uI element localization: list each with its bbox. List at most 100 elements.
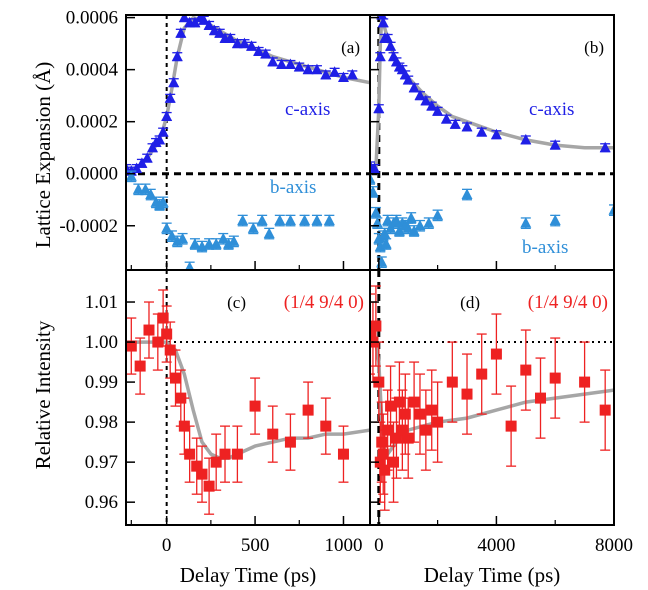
data-point [311,214,323,226]
panel-letter: (c) [227,293,246,312]
x-tick-label: 8000 [595,535,633,556]
data-point [284,436,296,448]
data-point [370,206,382,218]
plot-area [126,15,370,270]
data-point [231,448,243,460]
data-point [490,128,502,140]
data-point [579,376,591,388]
data-point [249,400,261,412]
data-point [152,336,164,348]
x-tick-label: 0 [374,535,384,556]
data-point [535,392,547,404]
data-point [399,408,411,420]
data-point [380,237,392,249]
panel-b: (b) c-axis b-axis [369,14,615,271]
y-axis-title-intensity: Relative Intensity [31,320,55,469]
data-point [549,372,561,384]
data-point [382,32,394,43]
data-point [145,188,157,200]
data-point [231,37,243,49]
data-point [228,235,240,246]
y-tick-label: 0.98 [85,412,118,433]
data-point [440,113,452,124]
data-point [302,404,314,416]
fit-curve [370,17,614,176]
data-point [196,468,208,480]
y-tick-label: 0.0000 [66,164,118,185]
data-point [320,68,332,80]
data-point [157,196,169,207]
reflection-label: (1/4 9/4 0) [528,292,608,313]
y-tick-label: -0.0002 [59,216,118,237]
data-point [370,320,382,332]
y-tick-label: 0.99 [85,372,118,393]
data-point [161,110,173,121]
data-point [408,396,420,408]
data-point [402,74,414,85]
data-point [189,237,201,249]
data-point [414,219,426,231]
data-point [253,45,265,56]
data-point [126,170,137,181]
data-point [256,214,268,226]
data-point [370,162,380,174]
data-point [203,237,215,249]
y-tick-label: 0.0002 [66,112,118,133]
data-point [267,428,279,440]
c-axis-label: c-axis [285,99,330,120]
data-point [505,420,517,432]
data-point [139,183,151,194]
data-point [185,261,195,270]
data-point [170,372,182,384]
panel-letter: (d) [460,293,480,312]
data-point [423,217,435,228]
x-tick-label: 500 [241,535,270,556]
x-tick-label: 4000 [477,535,515,556]
plot-area [126,270,370,525]
panels-group: 0.0006 0.0004 0.0002 0.0000 -0.0002 (a) c-axis… [59,8,633,556]
data-point [260,48,272,59]
data-point [284,214,296,226]
data-point [405,211,417,223]
data-point [608,204,614,215]
data-point [490,348,502,360]
x-axis-title-right: Delay Time (ps) [424,563,561,587]
data-point [432,105,444,116]
data-point [393,396,405,408]
b-axis-label: b-axis [270,177,316,198]
data-point [175,27,187,38]
data-point [274,214,286,226]
panel-letter: (a) [341,38,360,57]
data-point [370,172,376,184]
data-point [476,368,488,380]
data-point [161,222,173,233]
data-point [323,214,335,226]
data-point [263,227,275,239]
y-tick-label: 0.0004 [66,60,119,81]
data-point [237,214,249,226]
data-point [388,456,400,468]
data-point [311,63,323,75]
data-point [164,344,176,356]
data-point [461,388,473,400]
data-point [157,126,169,137]
data-point [446,376,458,388]
data-point [293,61,305,72]
y-tick-label: 1.01 [85,292,118,313]
data-point [276,58,288,69]
data-point [143,324,155,336]
y-axis-title-lattice: Lattice Expansion (Å) [31,62,55,249]
data-point [166,230,178,241]
data-point [476,126,488,137]
data-point [302,63,314,75]
data-point [374,50,386,62]
data-point [168,76,180,88]
x-tick-label: 0 [162,535,172,556]
data-point [377,448,389,460]
data-point [132,183,144,194]
data-point [385,400,397,412]
data-point [374,456,386,468]
data-point [329,66,341,77]
data-point [402,222,414,233]
